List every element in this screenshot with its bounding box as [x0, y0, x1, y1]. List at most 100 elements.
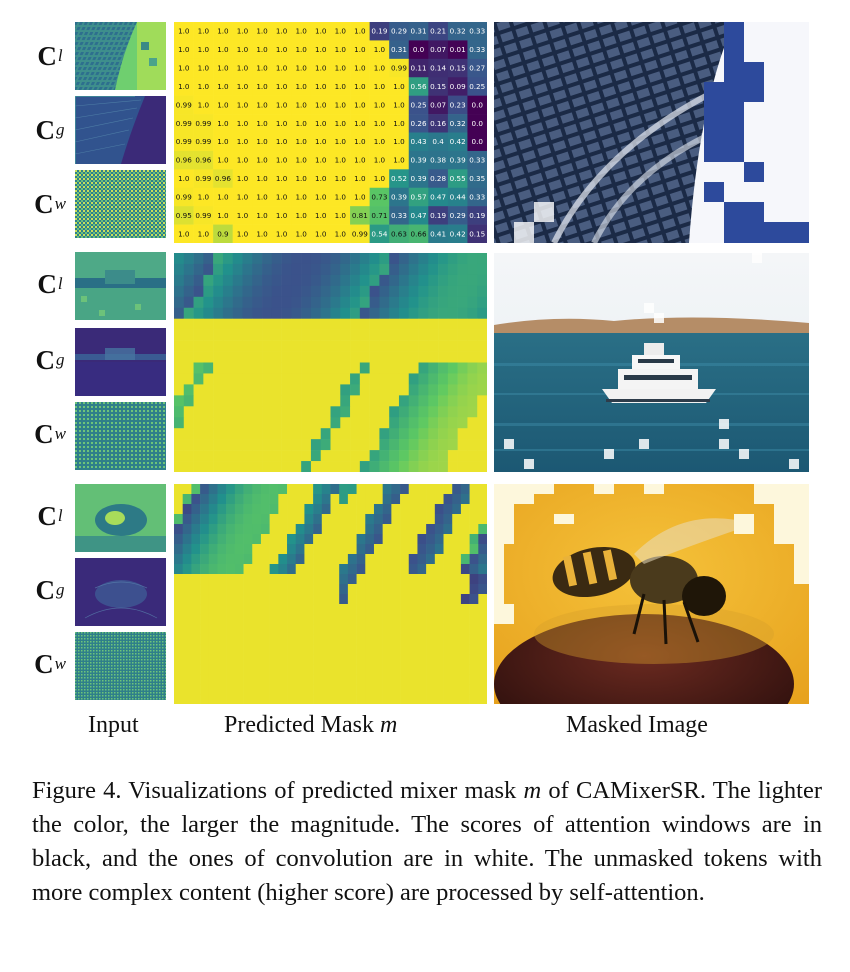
mask-cell: [428, 224, 449, 243]
mask-cell: [408, 604, 418, 615]
mask-cell-value: 1.0: [276, 119, 288, 128]
mask-cell: [369, 95, 390, 115]
mask-cell: [391, 694, 401, 704]
mask-cell: [252, 329, 263, 341]
mask-cell: [389, 285, 400, 298]
mask-cell: [271, 95, 292, 115]
mask-cell: [191, 584, 201, 595]
mask-cell: [339, 694, 349, 704]
mask-cell: [252, 461, 263, 472]
mask-cell-value: 1.0: [354, 119, 366, 128]
mask-cell: [174, 373, 185, 385]
mask-cell: [408, 187, 429, 207]
mask-cell: [310, 450, 322, 462]
mask-cell: [232, 461, 243, 472]
mask-cell: [389, 187, 410, 207]
mask-cell: [191, 564, 201, 575]
mask-cell: [447, 406, 458, 418]
mask-cell: [379, 395, 390, 407]
mask-cell: [271, 417, 282, 429]
mask-cell: [295, 694, 305, 704]
mask-cell: [389, 40, 410, 60]
mask-cell: [295, 514, 305, 525]
mask-cell: [287, 504, 297, 515]
mask-cell: [226, 544, 236, 555]
mask-cell: [243, 684, 253, 695]
mask-cell: [398, 318, 410, 330]
mask-cell: [398, 362, 410, 374]
mask-cell: [389, 206, 410, 225]
mask-cell: [477, 395, 487, 407]
mask-cell-value: 1.0: [256, 64, 268, 73]
mask-cell: [382, 544, 392, 555]
mask-cell: [452, 484, 462, 495]
mask-cell: [356, 694, 366, 704]
mask-cell: [426, 574, 436, 585]
mask-cell: [369, 132, 390, 152]
mask-cell-value: 1.0: [178, 27, 190, 36]
mask-cell: [291, 417, 302, 429]
mask-cell-value: 0.29: [391, 27, 407, 36]
mask-cell: [174, 461, 185, 472]
mask-cell: [408, 373, 419, 385]
mask-cell: [389, 395, 400, 407]
mask-cell: [174, 494, 183, 505]
mask-cell: [365, 594, 375, 605]
mask-cell: [287, 594, 297, 605]
mask-cell: [339, 494, 349, 505]
mask-cell: [242, 318, 253, 330]
mask-cell-value: 1.0: [217, 137, 229, 146]
mask-cell: [339, 644, 349, 655]
mask-cell: [174, 285, 185, 298]
mask-cell-value: 1.0: [354, 192, 366, 201]
mask-cell: [452, 664, 462, 675]
mask-cell: [382, 684, 392, 695]
mask-cell: [347, 614, 357, 625]
mask-cell-value: 0.11: [411, 64, 427, 73]
mask-cell: [226, 634, 236, 645]
mask-cell: [369, 253, 380, 265]
mask-cell: [478, 634, 487, 645]
mask-cell: [330, 132, 351, 152]
mask-cell: [379, 253, 390, 265]
mask-cell: [426, 634, 436, 645]
mask-cell: [174, 274, 185, 287]
mask-cell: [252, 417, 263, 429]
mask-cell: [313, 494, 323, 505]
mask-cell: [452, 604, 462, 615]
mask-cell: [304, 574, 314, 585]
mask-cell: [278, 654, 288, 665]
mask-cell-value: 0.27: [469, 64, 485, 73]
mask-cell: [417, 524, 427, 535]
mask-cell: [359, 417, 370, 429]
mask-cell: [310, 187, 331, 207]
mask-cell: [438, 428, 449, 440]
mask-cell: [260, 634, 270, 645]
mask-cell: [234, 674, 244, 685]
mask-cell: [373, 534, 383, 545]
mask-cell: [347, 484, 357, 495]
mask-cell: [398, 373, 410, 385]
mask-cell: [295, 504, 305, 515]
mask-cell: [252, 274, 263, 287]
mask-cell: [203, 373, 214, 385]
mask-cell: [191, 614, 201, 625]
mask-cell: [359, 406, 370, 418]
mask-cell: [438, 373, 449, 385]
mask-cell: [301, 274, 312, 287]
mask-cell: [281, 253, 292, 265]
mask-cell: [193, 395, 204, 407]
mask-cell: [389, 428, 400, 440]
mask-cell-value: 1.0: [178, 229, 190, 238]
mask-cell: [304, 564, 314, 575]
mask-cell: [428, 95, 449, 115]
mask-cell: [350, 77, 370, 96]
mask-cell: [232, 384, 243, 396]
mask-cell: [400, 674, 410, 685]
mask-cell: [213, 187, 233, 207]
mask-cell: [262, 461, 273, 472]
mask-cell: [182, 674, 192, 685]
mask-cell: [242, 351, 253, 363]
mask-cell: [373, 574, 383, 585]
mask-cell: [379, 362, 390, 374]
